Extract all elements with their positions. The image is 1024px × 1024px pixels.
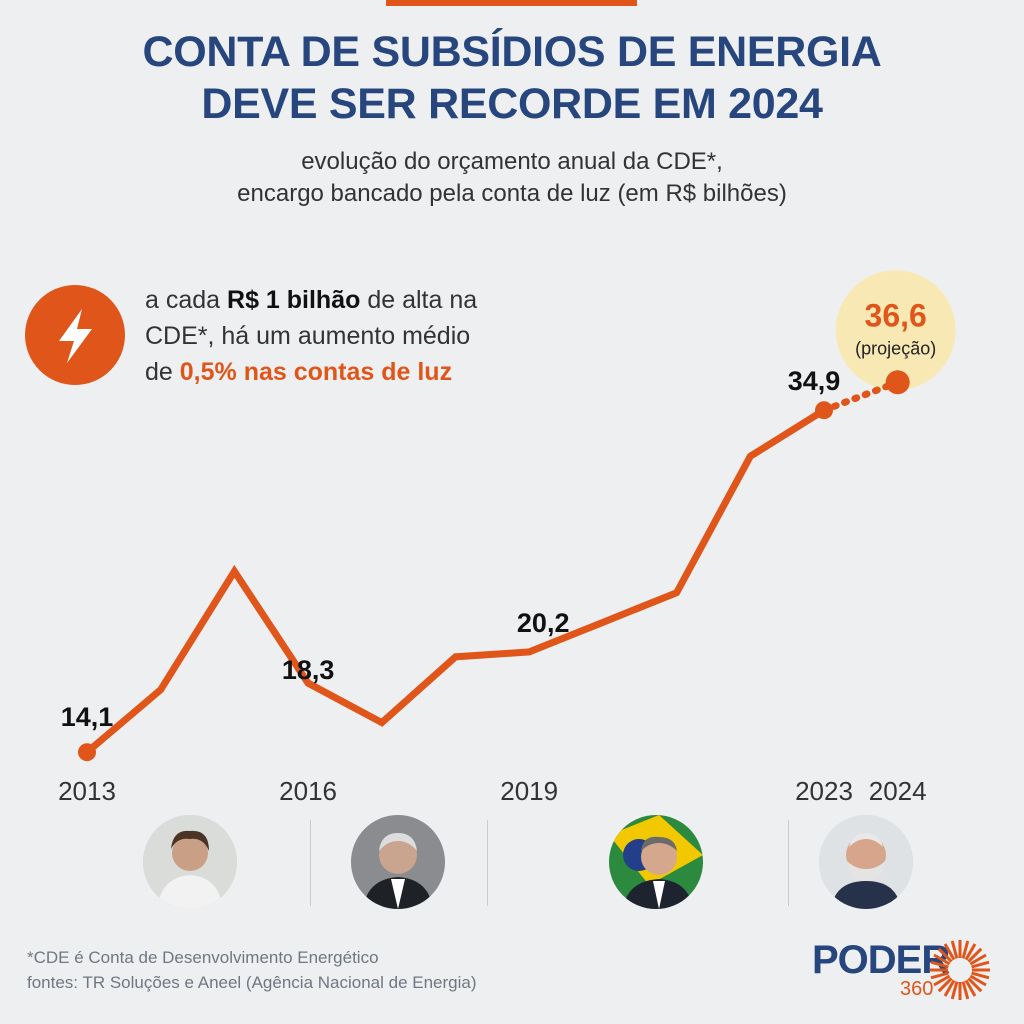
data-label: 14,1	[61, 702, 114, 732]
footnote: *CDE é Conta de Desenvolvimento Energéti…	[27, 948, 379, 967]
sun-burst-icon	[930, 940, 990, 1000]
data-label: 36,6	[865, 297, 927, 333]
callout-text: a cada R$ 1 bilhão de alta na CDE*, há u…	[145, 282, 477, 390]
poder360-logo: PODER 360	[812, 938, 1002, 1008]
top-accent-bar	[386, 0, 637, 6]
data-label: 20,2	[517, 608, 570, 638]
x-tick-label: 2023	[795, 776, 853, 806]
data-label: 18,3	[282, 655, 335, 685]
series-line	[84, 407, 826, 755]
divider	[788, 820, 789, 906]
x-tick-label: 2016	[279, 776, 337, 806]
x-tick-label: 2019	[500, 776, 558, 806]
title-line-2: DEVE SER RECORDE EM 2024	[201, 80, 823, 128]
president-photo-4	[819, 815, 913, 909]
chart-title: CONTA DE SUBSÍDIOS DE ENERGIA DEVE SER R…	[0, 26, 1024, 130]
president-photo-3	[609, 815, 703, 909]
footer: *CDE é Conta de Desenvolvimento Energéti…	[27, 945, 477, 995]
callout-text-part: de	[145, 358, 180, 386]
data-point-marker	[78, 743, 96, 762]
projection-note: (projeção)	[855, 338, 936, 358]
title-line-1: CONTA DE SUBSÍDIOS DE ENERGIA	[142, 28, 882, 76]
data-point-marker	[885, 370, 910, 395]
subtitle-line-1: evolução do orçamento anual da CDE*,	[301, 148, 723, 175]
data-point-marker	[815, 401, 833, 420]
callout-line-2: CDE*, há um aumento médio	[145, 322, 471, 350]
divider	[310, 820, 311, 906]
divider	[487, 820, 488, 906]
x-tick-label: 2013	[58, 776, 116, 806]
data-label: 34,9	[788, 366, 841, 396]
logo-text: PODER	[812, 938, 950, 982]
projection-bubble	[835, 270, 956, 391]
lightning-bolt-icon	[25, 285, 125, 385]
callout-text-part: de alta na	[360, 286, 478, 314]
x-tick-label: 2024	[869, 776, 927, 806]
callout-bold: R$ 1 bilhão	[227, 286, 361, 314]
logo-number: 360	[900, 978, 934, 1000]
sources: fontes: TR Soluções e Aneel (Agência Nac…	[27, 973, 477, 992]
subtitle-line-2: encargo bancado pela conta de luz (em R$…	[237, 180, 787, 207]
chart-subtitle: evolução do orçamento anual da CDE*, enc…	[0, 146, 1024, 210]
president-photo-2	[351, 815, 445, 909]
president-photo-1	[143, 815, 237, 909]
callout-text-part: a cada	[145, 286, 228, 314]
projection-line	[820, 378, 902, 414]
callout-highlight: 0,5% nas contas de luz	[179, 358, 453, 386]
